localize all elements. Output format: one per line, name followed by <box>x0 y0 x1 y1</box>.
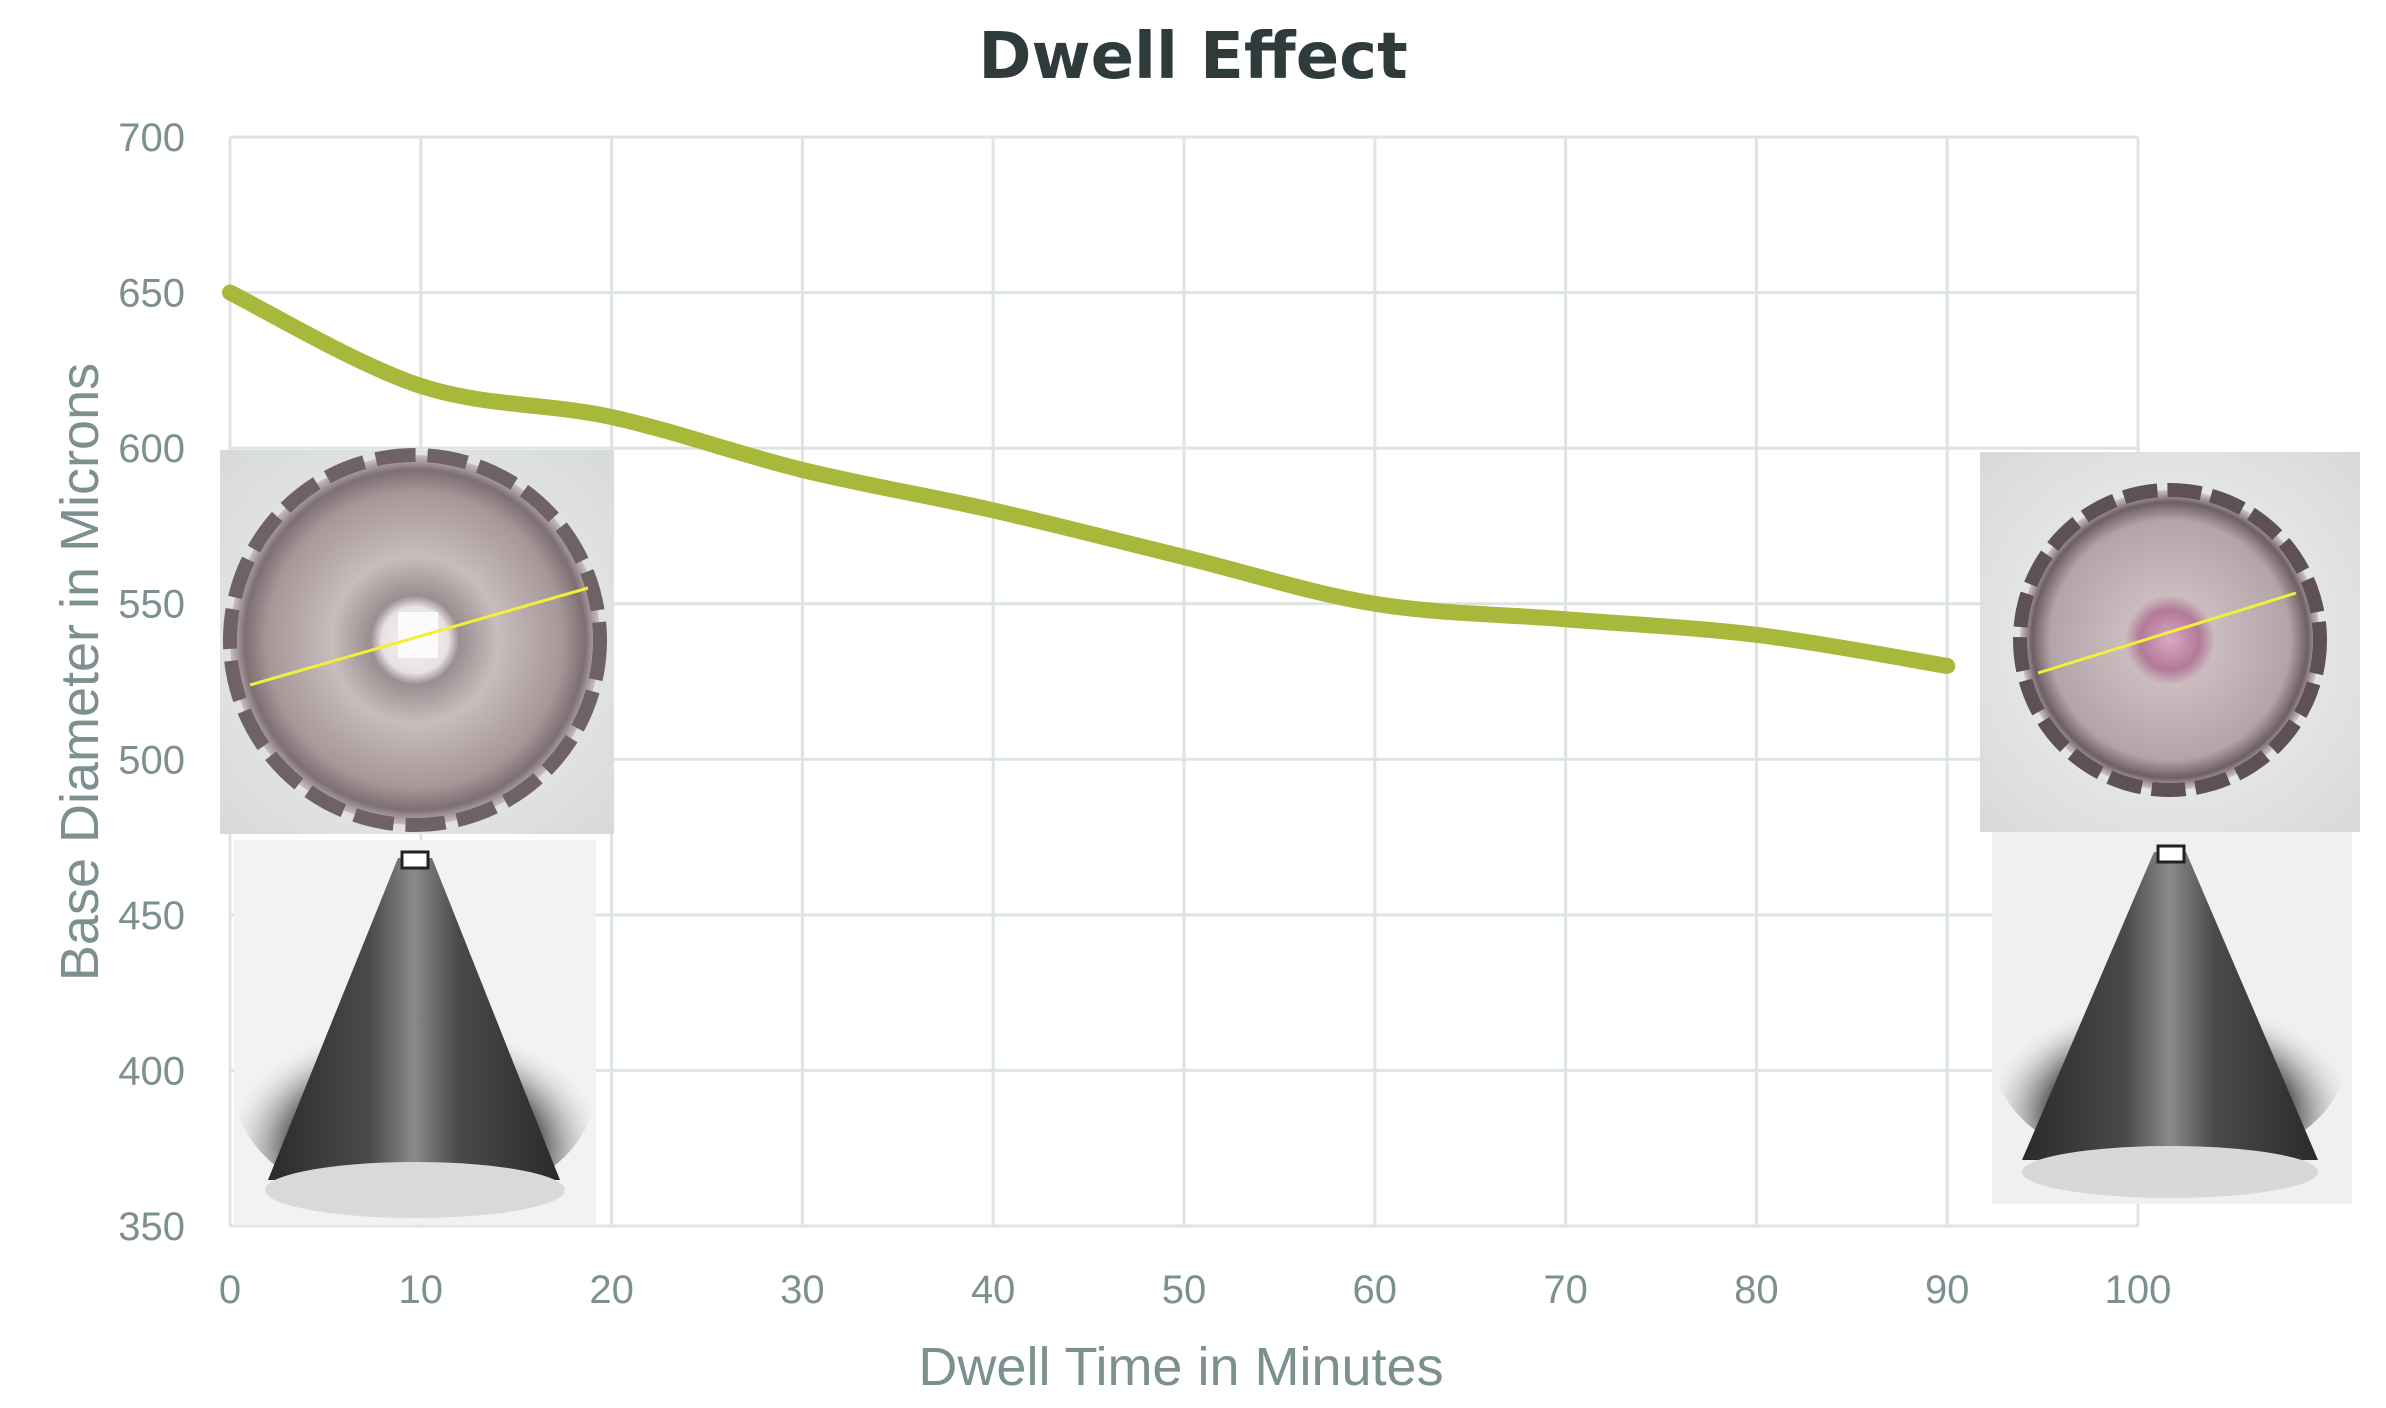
y-axis-ticks: 350 400 450 500 550 600 650 700 <box>118 116 185 1249</box>
chart-title: Dwell Effect <box>978 20 1407 94</box>
right-crater-photo-icon <box>1980 452 2360 832</box>
left-crater-photo-icon <box>220 448 614 834</box>
x-tick-label-7: 70 <box>1543 1268 1588 1312</box>
y-tick-label-7: 700 <box>118 116 185 160</box>
x-tick-label-0: 0 <box>219 1268 241 1312</box>
y-tick-label-2: 450 <box>118 894 185 938</box>
y-axis-label: Base Diameter in Microns <box>50 363 110 981</box>
y-tick-label-1: 400 <box>118 1049 185 1093</box>
grid-lines <box>228 135 2140 1228</box>
series-group <box>222 284 1956 674</box>
y-tick-label-4: 550 <box>118 583 185 627</box>
y-tick-label-0: 350 <box>118 1205 185 1249</box>
right-cone-photo-icon <box>1992 832 2352 1204</box>
series-line-0 <box>222 284 1956 674</box>
y-tick-label-5: 600 <box>118 427 185 471</box>
x-axis-ticks: 0 10 20 30 40 50 60 70 80 90 100 <box>219 1268 2172 1312</box>
x-tick-label-3: 30 <box>780 1268 825 1312</box>
x-tick-label-6: 60 <box>1353 1268 1398 1312</box>
x-tick-label-10: 100 <box>2105 1268 2172 1312</box>
left-cone-photo-icon <box>234 840 596 1224</box>
x-tick-label-8: 80 <box>1734 1268 1779 1312</box>
y-tick-label-6: 650 <box>118 272 185 316</box>
x-tick-label-2: 20 <box>589 1268 634 1312</box>
x-tick-label-9: 90 <box>1925 1268 1970 1312</box>
x-tick-label-5: 50 <box>1162 1268 1207 1312</box>
x-tick-label-1: 10 <box>399 1268 444 1312</box>
y-tick-label-3: 500 <box>118 738 185 782</box>
x-tick-label-4: 40 <box>971 1268 1016 1312</box>
x-axis-label: Dwell Time in Minutes <box>918 1337 1443 1397</box>
